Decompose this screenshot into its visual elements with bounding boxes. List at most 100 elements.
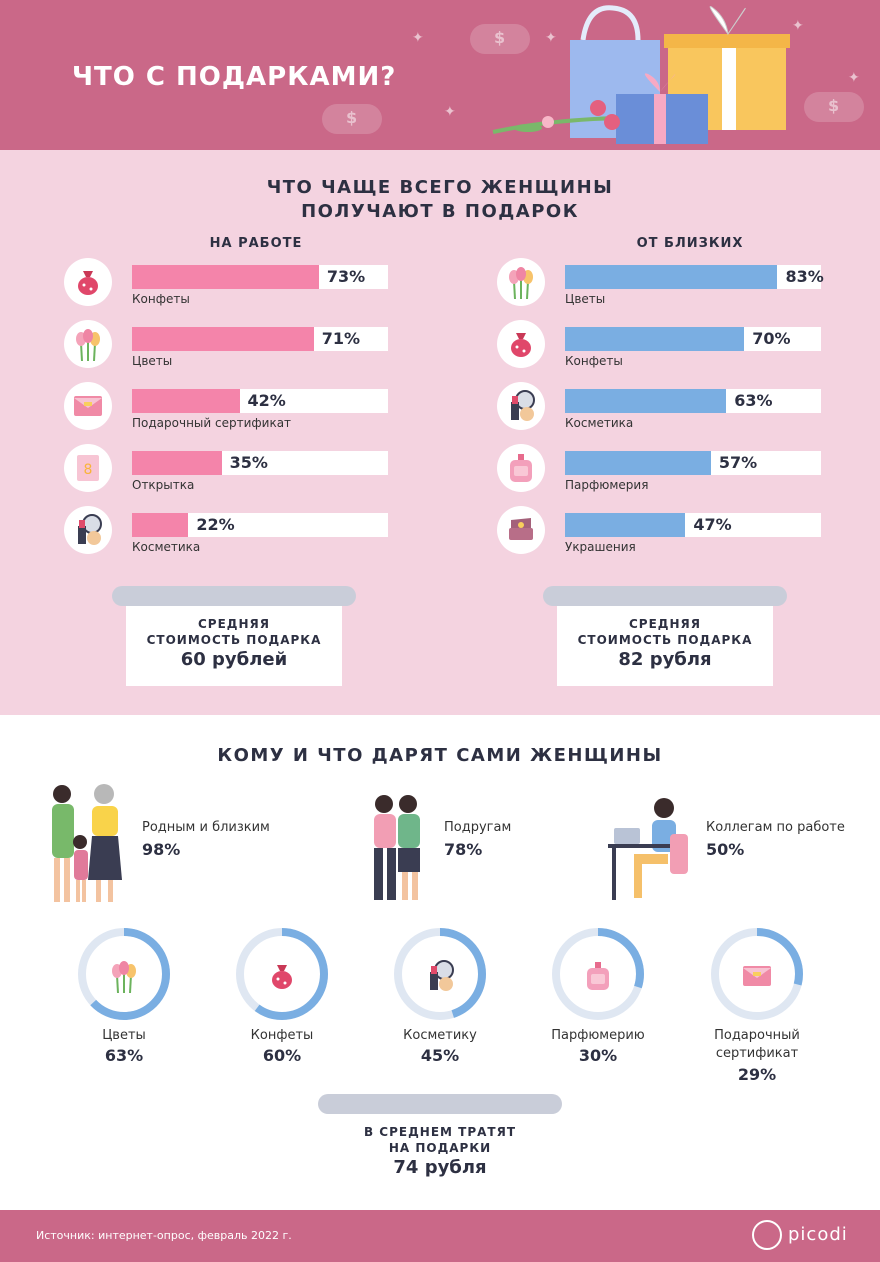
sparkle-icon: ✦ bbox=[444, 104, 456, 120]
donut-arc bbox=[711, 928, 803, 1020]
family-avg-cost-ticket: СРЕДНЯЯ СТОИМОСТЬ ПОДАРКА 82 рубля bbox=[543, 586, 787, 686]
bar bbox=[132, 513, 189, 537]
donut-label: Парфюмерию bbox=[551, 1028, 645, 1043]
tulips-icon bbox=[497, 258, 545, 306]
donut-chart bbox=[552, 928, 644, 1020]
donut-label: Подарочный bbox=[714, 1028, 800, 1043]
bar-row: 47% Украшения bbox=[497, 506, 827, 566]
bar bbox=[132, 265, 319, 289]
bar-value-label: 73% bbox=[326, 267, 366, 286]
bar-row: 8 35% Открытка bbox=[64, 444, 394, 504]
source-text: Источник: интернет-опрос, февраль 2022 г… bbox=[36, 1229, 292, 1242]
candy-icon bbox=[264, 958, 300, 994]
person-pct-friends: 78% bbox=[444, 840, 483, 859]
bar-row: 63% Косметика bbox=[497, 382, 827, 442]
svg-text:8: 8 bbox=[84, 462, 93, 478]
ticket-tab bbox=[318, 1094, 562, 1114]
coworker-icon bbox=[608, 798, 688, 900]
bar bbox=[565, 327, 745, 351]
donut-label: Косметику bbox=[403, 1028, 477, 1043]
bar-category-label: Косметика bbox=[565, 416, 634, 430]
donut-chart bbox=[236, 928, 328, 1020]
bar-row: 22% Косметика bbox=[64, 506, 394, 566]
bar-track: 22% bbox=[132, 513, 388, 537]
donut-arc bbox=[236, 928, 328, 1020]
person-label-family: Родным и близким bbox=[142, 820, 270, 835]
bar-value-label: 47% bbox=[693, 515, 732, 534]
given-gifts-section-title: КОМУ И ЧТО ДАРЯТ САМИ ЖЕНЩИНЫ bbox=[217, 745, 663, 766]
bar-track: 83% bbox=[565, 265, 824, 289]
donut-chart bbox=[711, 928, 803, 1020]
bar-value-label: 70% bbox=[752, 329, 791, 348]
bar-track: 47% bbox=[565, 513, 821, 537]
cloud-dollar-icon: $ bbox=[322, 104, 382, 134]
bar-value-label: 63% bbox=[734, 391, 773, 410]
bar-track: 35% bbox=[132, 451, 388, 475]
footer: Источник: интернет-опрос, февраль 2022 г… bbox=[0, 1210, 880, 1262]
donut-label: Цветы bbox=[102, 1028, 146, 1043]
cosmetics-icon bbox=[64, 506, 112, 554]
page-title: ЧТО С ПОДАРКАМИ? bbox=[72, 62, 397, 92]
gifts-illustration bbox=[492, 5, 790, 144]
ticket-tab bbox=[112, 586, 356, 606]
donut-value: 45% bbox=[420, 1046, 460, 1065]
donut-chart bbox=[78, 928, 170, 1020]
header-banner: $ $ $ ✦ ✦ ✦ ✦ ✦ ЧТО С ПОДАРКАМИ? bbox=[0, 0, 880, 150]
bar bbox=[132, 327, 314, 351]
work-column-title: НА РАБОТЕ bbox=[209, 236, 303, 251]
bar bbox=[132, 389, 240, 413]
friends-icon bbox=[374, 795, 420, 900]
picodi-logo[interactable]: picodi bbox=[788, 1224, 848, 1245]
bar-track: 70% bbox=[565, 327, 821, 351]
bar-track: 71% bbox=[132, 327, 388, 351]
bar-category-label: Косметика bbox=[132, 540, 201, 554]
person-pct-coworkers: 50% bbox=[706, 840, 745, 859]
bar-track: 57% bbox=[565, 451, 821, 475]
bar bbox=[565, 265, 778, 289]
cosmetics-icon bbox=[422, 958, 458, 994]
donut-value: 29% bbox=[737, 1065, 777, 1084]
ticket-value: 74 рубля bbox=[393, 1157, 487, 1178]
ticket-caption: В СРЕДНЕМ ТРАТЯТ НА ПОДАРКИ bbox=[363, 1125, 517, 1155]
cosmetics-icon bbox=[497, 382, 545, 430]
bar-value-label: 57% bbox=[718, 453, 758, 472]
bar-category-label: Цветы bbox=[565, 292, 606, 306]
bar-row: 57% Парфюмерия bbox=[497, 444, 827, 504]
picodi-logo-icon bbox=[752, 1220, 782, 1250]
ticket-value: 82 рубля bbox=[618, 649, 712, 670]
tulips-icon bbox=[106, 958, 142, 994]
bar bbox=[565, 513, 686, 537]
candy-icon bbox=[64, 258, 112, 306]
person-label-friends: Подругам bbox=[444, 820, 512, 835]
family-column-title: ОТ БЛИЗКИХ bbox=[636, 236, 744, 251]
bar-category-label: Конфеты bbox=[132, 292, 190, 306]
bar-value-label: 35% bbox=[229, 453, 268, 472]
donut-arc bbox=[394, 928, 486, 1020]
donut-value: 30% bbox=[578, 1046, 618, 1065]
bar bbox=[132, 451, 222, 475]
bar-value-label: 83% bbox=[785, 267, 824, 286]
donut-label-line2: сертификат bbox=[715, 1046, 799, 1061]
bar-row: 70% Конфеты bbox=[497, 320, 827, 380]
bar-row: 71% Цветы bbox=[64, 320, 394, 380]
received-gifts-section: ЧТО ЧАЩЕ ВСЕГО ЖЕНЩИНЫ ПОЛУЧАЮТ В ПОДАРО… bbox=[0, 150, 880, 715]
sparkle-icon: ✦ bbox=[545, 30, 557, 46]
bar-row: 42% Подарочный сертификат bbox=[64, 382, 394, 442]
ticket-tab bbox=[543, 586, 787, 606]
person-pct-family: 98% bbox=[142, 840, 181, 859]
bar-category-label: Парфюмерия bbox=[565, 478, 649, 492]
bar-track: 73% bbox=[132, 265, 388, 289]
jewelry-box-icon bbox=[497, 506, 545, 554]
bar-value-label: 42% bbox=[247, 391, 286, 410]
bar-track: 63% bbox=[565, 389, 821, 413]
bar-row: 83% Цветы bbox=[497, 258, 827, 318]
donut-arc bbox=[552, 928, 644, 1020]
family-icon bbox=[52, 784, 122, 902]
ticket-caption-line1: СРЕДНЯЯ СТОИМОСТЬ ПОДАРКА bbox=[146, 617, 322, 647]
bar-category-label: Цветы bbox=[132, 354, 173, 368]
ticket-value: 60 рублей bbox=[180, 649, 288, 670]
perfume-icon bbox=[497, 444, 545, 492]
card-icon: 8 bbox=[64, 444, 112, 492]
donut-arc bbox=[78, 928, 170, 1020]
section-title-line1: ЧТО ЧАЩЕ ВСЕГО ЖЕНЩИНЫ bbox=[266, 177, 614, 198]
